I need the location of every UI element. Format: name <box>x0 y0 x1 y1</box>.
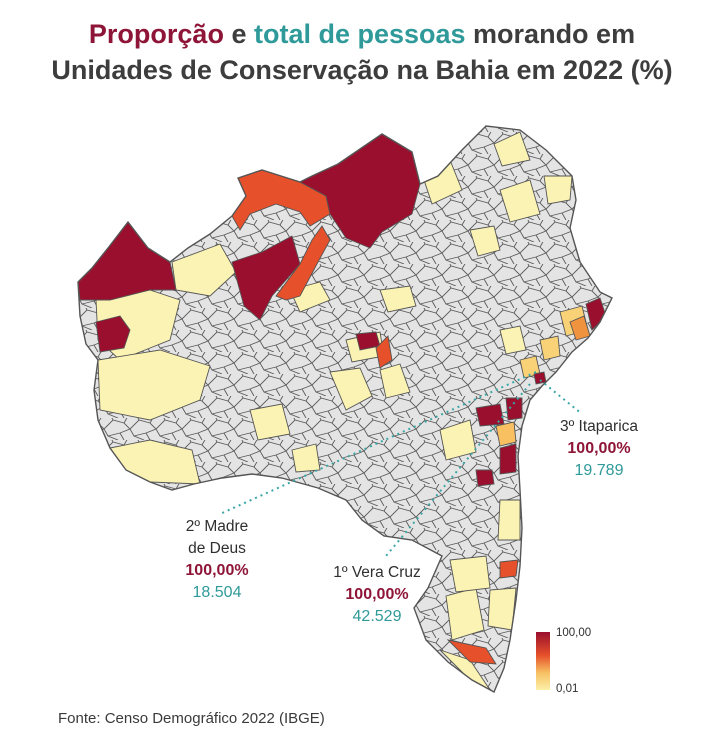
vera-cruz-label: 1º Vera Cruz <box>333 564 421 581</box>
title-line-2: Unidades de Conservação na Bahia em 2022… <box>51 55 673 85</box>
itaparica-label: 3º Itaparica <box>559 418 639 435</box>
leader-itaparica <box>539 379 583 415</box>
color-scale-legend <box>536 632 550 690</box>
high-proportion-areas <box>78 133 607 665</box>
madre-de-deus-label-line1: 2º Madre <box>185 518 249 535</box>
title-proportion: Proporção <box>88 19 224 49</box>
source-note: Fonte: Censo Demográfico 2022 (IBGE) <box>58 710 325 727</box>
annotation-madre-de-deus: 2º Madre de Deus 100,00% 18.504 <box>152 516 282 604</box>
vera-cruz-total: 42.529 <box>352 608 402 625</box>
annotation-vera-cruz: 1º Vera Cruz 100,00% 42.529 <box>312 562 442 628</box>
annotation-itaparica: 3º Itaparica 100,00% 19.789 <box>534 416 664 482</box>
low-proportion-areas <box>95 131 589 692</box>
madre-de-deus-label-line2: de Deus <box>188 540 246 557</box>
legend-max-label: 100,00 <box>556 627 592 639</box>
madre-de-deus-proportion: 100,00% <box>185 562 249 579</box>
annotation-leader-lines <box>219 371 583 557</box>
itaparica-proportion: 100,00% <box>567 440 631 457</box>
title-line-1: Proporção e total de pessoas morando em <box>0 16 724 52</box>
itaparica-total: 19.789 <box>574 462 624 479</box>
leader-madre-de-deus <box>219 371 537 515</box>
title-and: e <box>223 19 254 49</box>
title-total: total de pessoas <box>253 19 466 49</box>
title-rest: morando em <box>465 19 636 49</box>
legend-min-label: 0,01 <box>556 683 579 695</box>
leader-vera-cruz <box>385 383 531 557</box>
vera-cruz-proportion: 100,00% <box>345 586 409 603</box>
madre-de-deus-total: 18.504 <box>192 584 242 601</box>
map-title: Proporção e total de pessoas morando em … <box>0 16 724 88</box>
